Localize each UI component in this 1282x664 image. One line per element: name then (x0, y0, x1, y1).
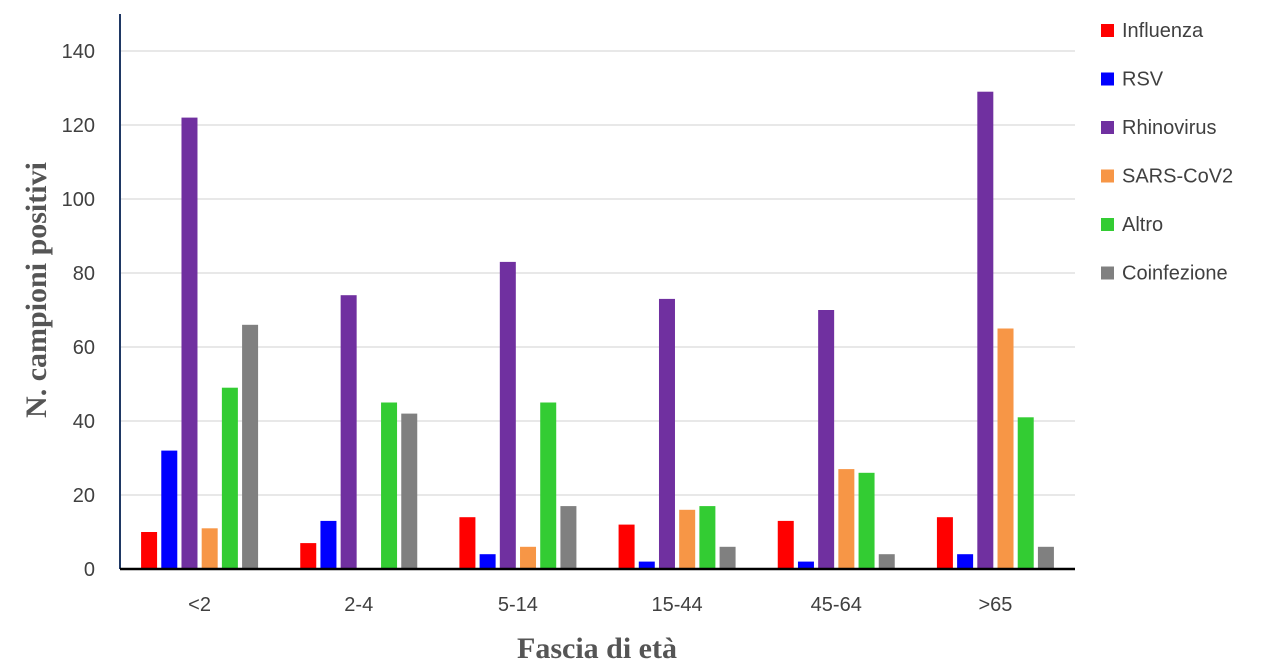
y-axis-title: N. campioni positivi (20, 162, 53, 418)
bar (540, 402, 557, 569)
bar (340, 295, 357, 569)
x-tick-label: 2-4 (344, 594, 373, 616)
legend-swatch (1101, 24, 1114, 37)
bar (221, 387, 238, 569)
bar (818, 310, 835, 569)
bar (401, 413, 418, 569)
x-tick-label: 5-14 (498, 594, 538, 616)
bar (858, 472, 875, 569)
bar (777, 520, 794, 569)
x-tick-label: <2 (188, 594, 211, 616)
bar (1037, 546, 1054, 569)
y-tick-label: 0 (84, 559, 95, 581)
x-tick-label: 15-44 (652, 594, 703, 616)
bar (479, 554, 496, 569)
bar (459, 517, 476, 569)
bar (520, 546, 537, 569)
bar (936, 517, 953, 569)
bar (381, 402, 398, 569)
bar (699, 506, 716, 569)
bar (161, 450, 178, 569)
bar (719, 546, 736, 569)
bar (320, 520, 337, 569)
bar (658, 298, 675, 569)
gridlines (120, 50, 1075, 496)
bar (560, 506, 577, 569)
bar (838, 469, 855, 569)
bar (638, 561, 655, 569)
legend-label: SARS-CoV2 (1122, 166, 1233, 188)
legend-swatch (1101, 72, 1114, 86)
legend-swatch (1101, 266, 1114, 280)
y-tick-labels: 0 20 40 60 80 100 120 140 (62, 41, 95, 581)
bar (878, 554, 895, 569)
y-tick-label: 60 (73, 337, 95, 359)
y-tick-label: 40 (73, 411, 95, 433)
bar (797, 561, 814, 569)
bars (141, 91, 1054, 569)
legend-label: Coinfezione (1122, 263, 1228, 285)
bar (957, 554, 974, 569)
bar (300, 543, 317, 569)
legend-label: Influenza (1122, 20, 1204, 42)
y-tick-label: 140 (62, 41, 95, 63)
bar (499, 261, 516, 569)
legend-label: Altro (1122, 214, 1163, 236)
bar (679, 509, 696, 569)
x-tick-label: 45-64 (811, 594, 862, 616)
bar (997, 328, 1014, 569)
y-tick-label: 120 (62, 115, 95, 137)
legend-swatch (1101, 121, 1114, 134)
legend-swatch (1101, 169, 1114, 183)
x-axis-title: Fascia di età (517, 632, 677, 664)
legend-label: RSV (1122, 69, 1164, 91)
bar (242, 324, 259, 569)
bar (1017, 417, 1034, 569)
bar (181, 117, 198, 569)
y-tick-label: 20 (73, 485, 95, 507)
x-tick-labels: <2 2-4 5-14 15-44 45-64 >65 (188, 594, 1012, 616)
x-tick-label: >65 (978, 594, 1012, 616)
bar (977, 91, 994, 569)
bar (201, 528, 218, 569)
legend-swatch (1101, 218, 1114, 231)
y-tick-label: 80 (73, 263, 95, 285)
legend: Influenza RSV Rhinovirus SARS-CoV2 Altro Coin… (1101, 20, 1233, 285)
y-tick-label: 100 (62, 189, 95, 211)
bar (618, 524, 635, 569)
bar (141, 532, 158, 569)
legend-label: Rhinovirus (1122, 117, 1216, 139)
